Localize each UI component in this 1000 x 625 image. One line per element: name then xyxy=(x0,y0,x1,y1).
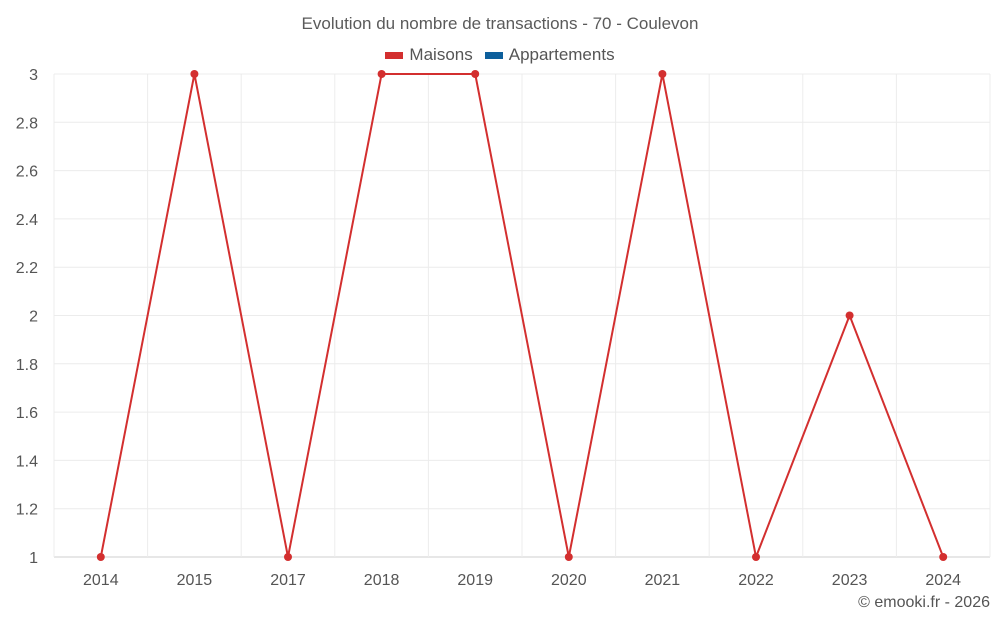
y-tick-label: 2.4 xyxy=(16,212,38,229)
y-tick-label: 2.6 xyxy=(16,164,38,181)
credit-text: © emooki.fr - 2026 xyxy=(858,594,990,611)
y-tick-label: 1.8 xyxy=(16,357,38,374)
y-tick-label: 1.6 xyxy=(16,405,38,422)
chart-title: Evolution du nombre de transactions - 70… xyxy=(301,14,699,33)
data-point xyxy=(564,553,573,561)
data-point xyxy=(377,70,386,78)
y-tick-label: 3 xyxy=(29,67,38,84)
series-layer xyxy=(96,70,948,561)
legend-swatch-maisons xyxy=(385,51,404,59)
x-tick-label: 2018 xyxy=(364,572,400,589)
data-point xyxy=(658,70,667,78)
y-tick-label: 2.2 xyxy=(16,260,38,277)
x-tick-label: 2024 xyxy=(925,572,961,589)
y-axis: 1 1.2 1.4 1.6 1.8 2 2.2 2.4 2.6 2.8 3 xyxy=(16,67,38,567)
data-point xyxy=(190,70,199,78)
legend-label-maisons: Maisons xyxy=(409,45,473,64)
data-point xyxy=(845,311,854,320)
x-tick-label: 2021 xyxy=(645,572,681,589)
data-point xyxy=(284,553,292,561)
y-tick-label: 1.2 xyxy=(16,502,38,519)
legend-label-appartements: Appartements xyxy=(508,45,615,64)
data-point xyxy=(752,553,760,561)
x-tick-label: 2023 xyxy=(832,572,868,589)
legend-swatch-appartements xyxy=(484,51,503,59)
x-tick-label: 2014 xyxy=(83,572,119,589)
data-point xyxy=(939,553,948,561)
x-tick-label: 2022 xyxy=(738,572,774,589)
data-point xyxy=(96,553,105,561)
y-tick-label: 2.8 xyxy=(16,115,38,132)
x-tick-label: 2017 xyxy=(270,572,306,589)
x-axis: 2014 2015 2017 2018 2019 2020 2021 2022 2023 2024 xyxy=(83,572,961,589)
y-tick-label: 1 xyxy=(29,550,38,567)
data-point xyxy=(471,70,480,78)
x-tick-label: 2015 xyxy=(177,572,213,589)
legend-item-appartements[interactable]: Appartements xyxy=(484,45,615,65)
x-tick-label: 2019 xyxy=(457,572,493,589)
chart-legend: Maisons Appartements xyxy=(0,45,1000,65)
y-tick-label: 1.4 xyxy=(16,453,38,470)
y-tick-label: 2 xyxy=(29,309,38,326)
legend-item-maisons[interactable]: Maisons xyxy=(385,45,473,65)
x-tick-label: 2020 xyxy=(551,572,587,589)
series-line-maisons xyxy=(99,73,945,558)
